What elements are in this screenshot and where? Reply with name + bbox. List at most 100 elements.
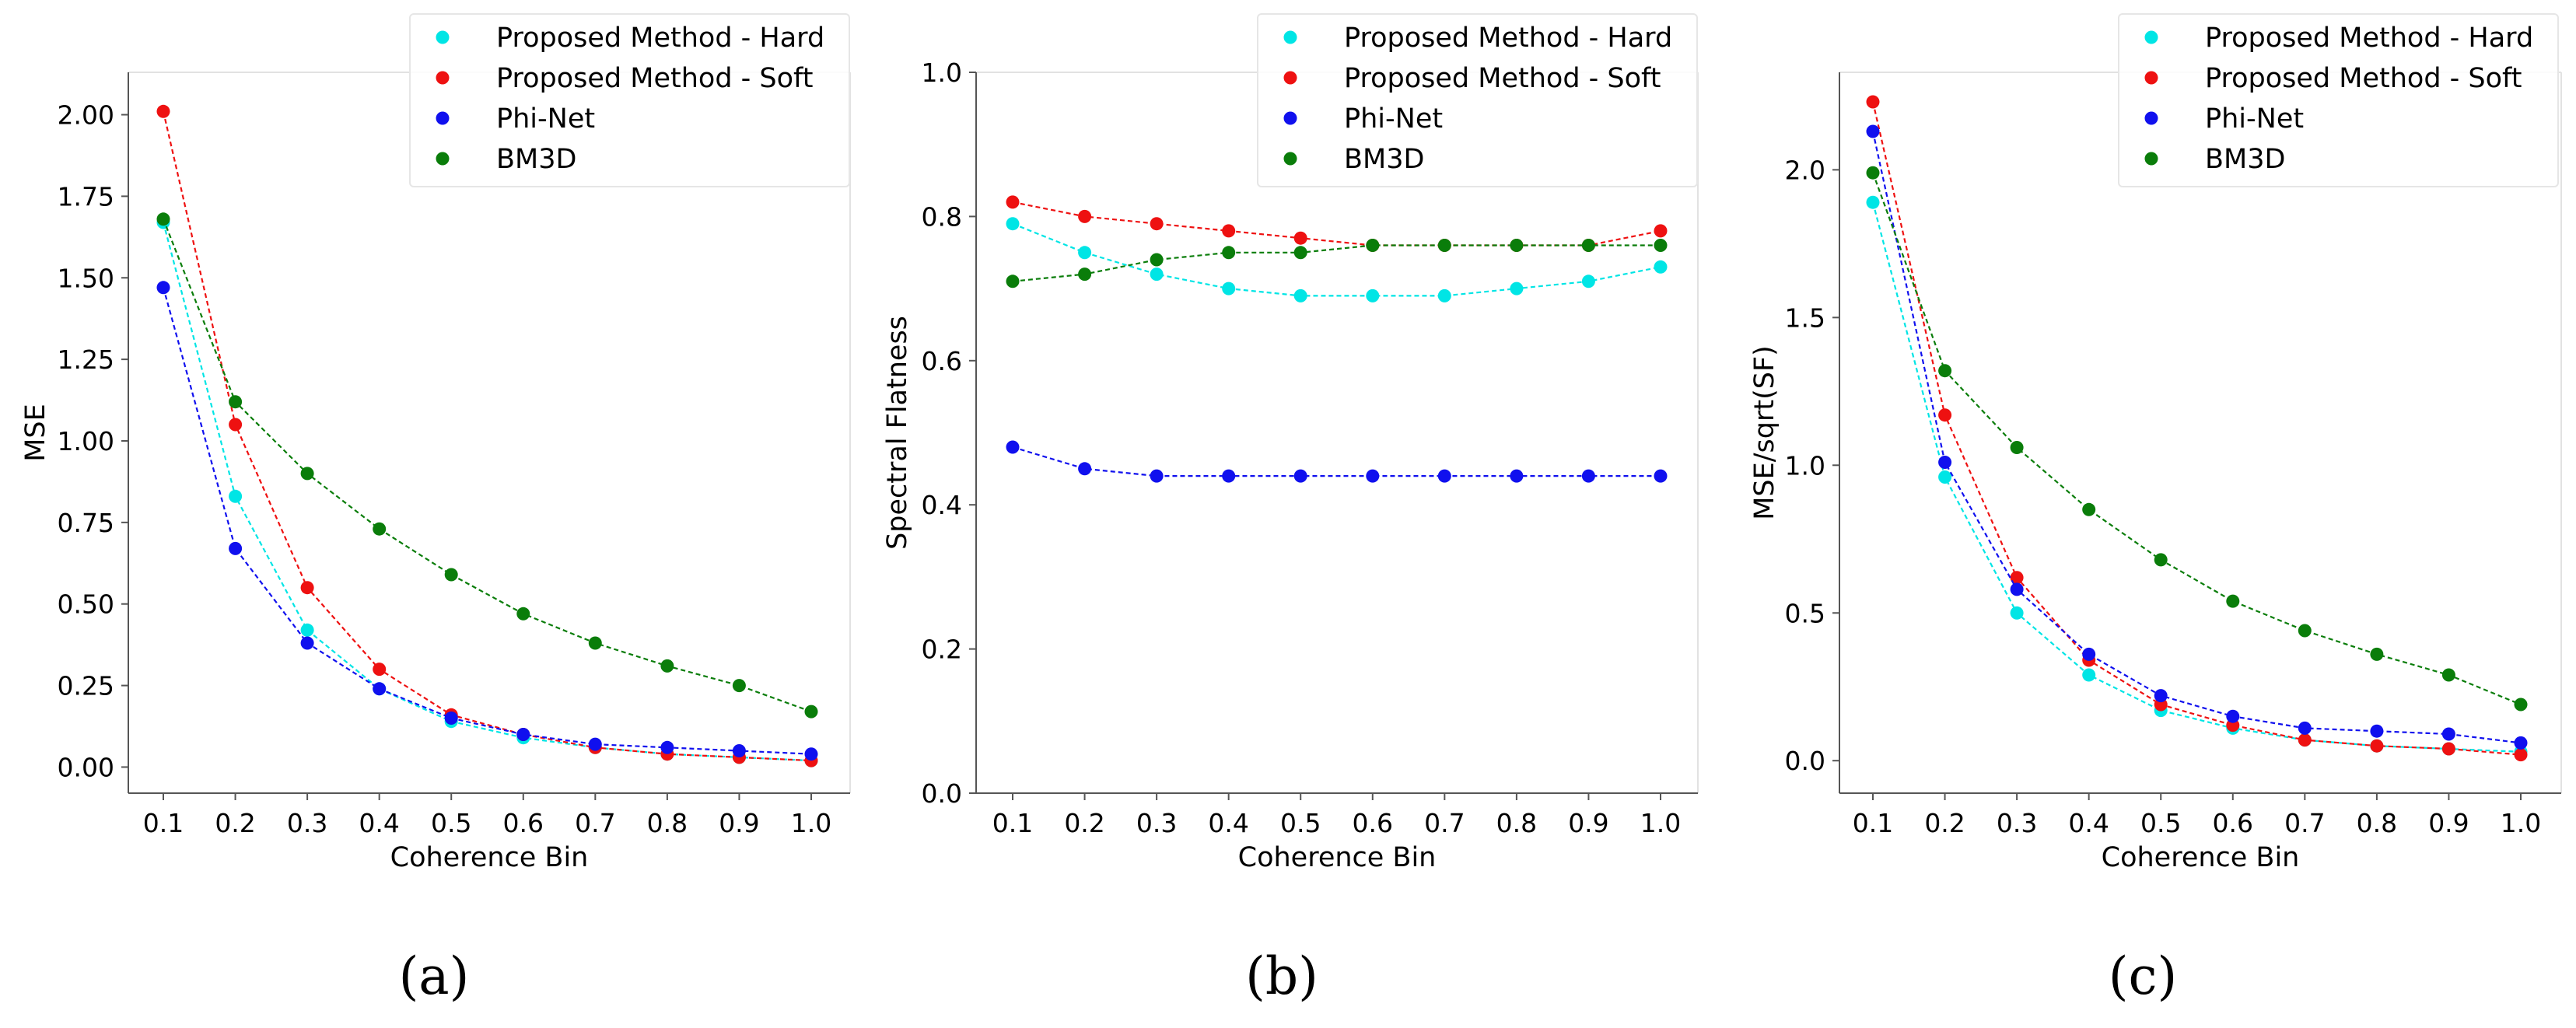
data-point [1078,462,1092,476]
data-point [1938,470,1952,484]
data-point [1150,469,1164,483]
x-tick-label: 0.5 [431,808,471,838]
y-tick-label: 2.00 [58,100,114,131]
data-point [2154,689,2168,703]
data-point [229,395,243,409]
data-point [2441,742,2455,756]
series-line [1012,244,1661,282]
y-tick-label: 1.25 [58,344,114,375]
x-tick-label: 1.0 [2501,808,2541,838]
legend-box [2118,13,2559,187]
data-point [804,747,818,761]
data-point [2082,668,2096,682]
data-point [1293,288,1307,302]
panel-a: 0.1 0.2 0.3 0.4 0.5 0.6 0.7 0.8 0.9 1.0 0.00 0.25 0.… [20,13,851,873]
y-tick-label: 0.5 [1785,598,1825,628]
data-point [588,636,602,650]
data-point [2370,724,2384,738]
legend-label: Phi-Net [496,103,595,135]
x-tick-label: 1.0 [791,808,831,838]
data-point [1866,195,1880,209]
data-point [444,568,458,582]
data-point [156,281,170,295]
data-point [2514,736,2528,750]
legend-marker [2144,71,2158,85]
data-point [1366,239,1380,252]
data-point [2514,698,2528,712]
data-point [588,737,602,751]
series-line [162,219,812,713]
x-tick-label: 0.3 [287,808,327,838]
data-point [1366,288,1380,302]
data-point [1581,239,1595,252]
series-line [1871,201,2522,753]
data-point [1654,260,1668,274]
data-point [2154,553,2168,567]
panel-caption-a: (a) [399,946,470,1006]
data-point [660,740,674,754]
data-point [1866,124,1880,138]
data-point [156,104,170,118]
y-tick-label: 0.00 [58,752,114,782]
data-point [2441,668,2455,682]
x-axis-label: Coherence Bin [1238,842,1437,873]
x-tick-label: 0.8 [647,808,688,838]
data-point [2298,733,2312,747]
data-point [2514,748,2528,762]
x-tick-label: 0.5 [1280,808,1321,838]
data-point [2370,739,2384,753]
y-tick-label: 1.50 [58,263,114,293]
panel-caption-c: (c) [2109,946,2177,1006]
data-point [444,712,458,725]
data-point [229,541,243,555]
data-point [1150,217,1164,231]
legend-marker [1283,111,1297,125]
data-point [1366,469,1380,483]
legend-label: Proposed Method - Soft [2205,63,2522,94]
x-tick-label: 0.1 [143,808,184,838]
data-point [229,418,243,432]
y-tick-label: 1.75 [58,181,114,212]
data-point [1078,267,1092,281]
series-line [1871,172,2522,706]
legend-box [1257,13,1698,187]
x-tick-label: 0.2 [1924,808,1965,838]
data-point [1293,246,1307,260]
x-axis-label: Coherence Bin [390,842,589,873]
legend-marker [1283,152,1297,166]
data-point [1581,274,1595,288]
data-point [1150,253,1164,267]
legend-label: BM3D [1344,144,1424,175]
legend-label: BM3D [2205,144,2285,175]
x-tick-label: 0.4 [359,808,399,838]
x-tick-label: 0.3 [1997,808,2037,838]
data-point [2010,571,2024,585]
data-point [1437,288,1451,302]
x-tick-label: 0.2 [215,808,255,838]
y-axis-label: MSE [20,404,51,462]
legend-marker [436,30,450,44]
legend-marker [1283,71,1297,85]
data-point [1293,231,1307,245]
data-point [373,682,387,696]
y-tick-label: 0.50 [58,589,114,620]
series-line [1012,446,1661,477]
data-point [1437,239,1451,252]
y-tick-label: 0.6 [922,346,962,376]
data-point [1222,224,1236,238]
x-tick-label: 0.4 [1208,808,1248,838]
data-point [2298,624,2312,638]
panel-b: 0.1 0.2 0.3 0.4 0.5 0.6 0.7 0.8 0.9 1.0 0.0 0.2 0.4 0… [882,13,1699,873]
data-point [732,744,746,757]
x-tick-label: 0.6 [2213,808,2253,838]
series-line [1012,222,1661,297]
panel-c: 0.1 0.2 0.3 0.4 0.5 0.6 0.7 0.8 0.9 1.0 0.0 0.5 1.0 1… [1749,13,2562,873]
data-point [1866,95,1880,109]
series-line [162,111,812,762]
legend-label: Phi-Net [2205,103,2304,135]
data-point [2441,727,2455,741]
legend-label: Proposed Method - Soft [1344,63,1661,94]
legend-marker [2144,152,2158,166]
x-tick-label: 0.9 [2428,808,2469,838]
